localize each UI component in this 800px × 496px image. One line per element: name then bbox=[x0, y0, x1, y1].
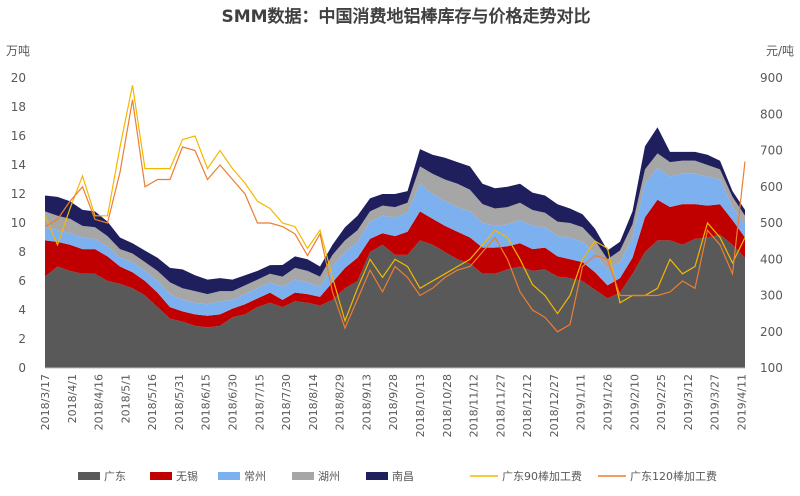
legend-label: 广东 bbox=[104, 470, 126, 483]
y-left-tick-label: 12 bbox=[11, 187, 26, 201]
legend: 广东 无锡 常州 湖州 南昌 广东90棒加工费 广东120棒加工费 bbox=[78, 469, 717, 483]
y-left-tick-labels: 0 2 4 6 8 10 12 14 16 18 20 bbox=[11, 71, 26, 375]
x-tick-label: 2018/12/12 bbox=[521, 374, 534, 437]
legend-swatch bbox=[78, 472, 100, 480]
y-left-tick-label: 18 bbox=[11, 100, 26, 114]
x-tick-label: 2018/6/30 bbox=[227, 374, 240, 430]
stacked-areas bbox=[45, 127, 745, 368]
y-left-tick-label: 6 bbox=[18, 274, 26, 288]
legend-swatch bbox=[150, 472, 172, 480]
x-tick-label: 2019/2/25 bbox=[655, 374, 668, 430]
price-lines bbox=[44, 85, 746, 333]
y-right-tick-label: 500 bbox=[760, 216, 783, 230]
legend-label: 广东120棒加工费 bbox=[630, 469, 717, 483]
y-left-tick-label: 14 bbox=[11, 158, 26, 172]
y-right-unit-label: 元/吨 bbox=[766, 44, 794, 58]
x-tick-label: 2018/4/1 bbox=[66, 374, 79, 423]
x-tick-label: 2018/5/1 bbox=[119, 374, 132, 423]
x-tick-label: 2018/10/28 bbox=[441, 374, 454, 437]
x-tick-label: 2018/4/16 bbox=[93, 374, 106, 430]
x-tick-label: 2018/12/27 bbox=[548, 374, 561, 437]
x-tick-label: 2018/5/16 bbox=[146, 374, 159, 430]
x-tick-label: 2018/7/30 bbox=[280, 374, 293, 430]
y-right-tick-label: 200 bbox=[760, 325, 783, 339]
y-right-tick-label: 400 bbox=[760, 252, 783, 266]
y-left-tick-label: 2 bbox=[18, 332, 26, 346]
y-right-tick-label: 600 bbox=[760, 180, 783, 194]
y-right-tick-label: 700 bbox=[760, 144, 783, 158]
y-left-unit-label: 万吨 bbox=[6, 44, 30, 58]
legend-swatch bbox=[292, 472, 314, 480]
legend-swatch bbox=[218, 472, 240, 480]
line-series-0 bbox=[44, 85, 746, 323]
area-series-0 bbox=[45, 234, 745, 368]
y-right-tick-label: 300 bbox=[760, 289, 783, 303]
y-right-tick-label: 900 bbox=[760, 71, 783, 85]
x-tick-label: 2018/7/15 bbox=[253, 374, 266, 430]
area-series-2 bbox=[45, 167, 745, 316]
x-tick-label: 2019/1/26 bbox=[602, 374, 615, 430]
x-tick-label: 2018/8/29 bbox=[334, 374, 347, 430]
line-series-1 bbox=[44, 99, 746, 333]
y-right-tick-label: 100 bbox=[760, 361, 783, 375]
x-tick-label: 2018/3/17 bbox=[39, 374, 52, 430]
x-tick-label: 2019/3/12 bbox=[682, 374, 695, 430]
y-right-tick-label: 800 bbox=[760, 107, 783, 121]
y-left-tick-label: 16 bbox=[11, 129, 26, 143]
y-left-tick-label: 10 bbox=[11, 216, 26, 230]
y-left-tick-label: 4 bbox=[18, 303, 26, 317]
area-series-3 bbox=[45, 153, 745, 305]
legend-label: 无锡 bbox=[176, 469, 198, 483]
x-tick-label: 2019/2/10 bbox=[628, 374, 641, 430]
x-tick-label: 2019/3/27 bbox=[709, 374, 722, 430]
chart-title: SMM数据：中国消费地铝棒库存与价格走势对比 bbox=[221, 6, 590, 27]
x-tick-label: 2019/1/11 bbox=[575, 374, 588, 430]
x-tick-label: 2018/9/28 bbox=[387, 374, 400, 430]
x-tick-label: 2018/8/14 bbox=[307, 374, 320, 430]
y-left-tick-label: 0 bbox=[18, 361, 26, 375]
legend-label: 南昌 bbox=[392, 470, 414, 483]
x-tick-label: 2018/9/13 bbox=[360, 374, 373, 430]
x-tick-label: 2018/6/15 bbox=[200, 374, 213, 430]
legend-label: 常州 bbox=[244, 470, 266, 483]
x-tick-label: 2018/10/13 bbox=[414, 374, 427, 437]
x-tick-label: 2018/11/27 bbox=[494, 374, 507, 437]
legend-label: 湖州 bbox=[318, 470, 340, 483]
area-series-1 bbox=[45, 199, 745, 328]
y-left-tick-label: 8 bbox=[18, 245, 26, 259]
y-right-tick-labels: 100 200 300 400 500 600 700 800 900 bbox=[760, 71, 783, 375]
x-tick-label: 2018/11/12 bbox=[468, 374, 481, 437]
x-tick-label: 2019/4/11 bbox=[735, 374, 748, 430]
legend-swatch bbox=[366, 472, 388, 480]
x-tick-label: 2018/5/31 bbox=[173, 374, 186, 430]
y-left-tick-label: 20 bbox=[11, 71, 26, 85]
legend-label: 广东90棒加工费 bbox=[502, 469, 582, 483]
x-tick-labels: 2018/3/17 2018/4/1 2018/4/16 2018/5/1 2018/5… bbox=[39, 374, 748, 437]
